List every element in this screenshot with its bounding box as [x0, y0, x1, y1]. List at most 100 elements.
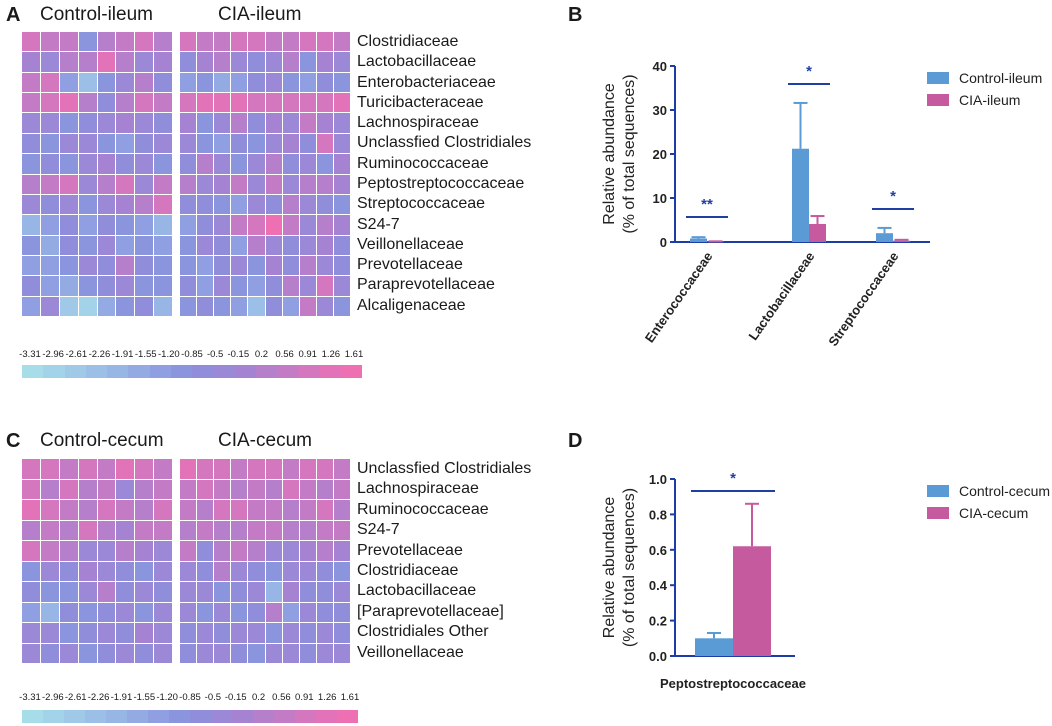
heatmap-cell	[265, 561, 282, 581]
heatmap-cell	[180, 541, 197, 561]
heatmap-cell	[154, 643, 172, 663]
heatmap-cell	[214, 296, 231, 316]
heatmap-cell	[231, 72, 248, 93]
heatmap-cell	[265, 235, 282, 255]
heatmap-cell	[197, 643, 214, 663]
significance-marker: *	[730, 470, 736, 487]
heatmap-cell	[22, 479, 40, 499]
y-tick-label: 0.6	[649, 543, 667, 558]
significance-marker: **	[701, 196, 713, 213]
heatmap-cell	[231, 459, 248, 479]
panel-c-colorbar	[22, 710, 358, 723]
heatmap-cell	[265, 520, 282, 540]
heatmap-cell	[116, 255, 135, 276]
heatmap-cell	[22, 52, 40, 72]
heatmap-row-label: Lachnospiraceae	[357, 114, 479, 132]
heatmap-cell	[154, 174, 172, 194]
panel-c-control-title: Control-cecum	[40, 430, 164, 451]
heatmap-cell	[333, 479, 350, 499]
heatmap-cell	[316, 602, 333, 622]
heatmap-cell	[282, 296, 299, 316]
heatmap-cell	[97, 520, 116, 540]
heatmap-cell	[197, 32, 214, 52]
heatmap-cell	[78, 623, 97, 643]
bar-control-ileum	[690, 238, 707, 242]
heatmap-cell	[282, 541, 299, 561]
heatmap-cell	[59, 32, 78, 52]
heatmap-cell	[282, 154, 299, 174]
heatmap-cell	[180, 154, 197, 174]
heatmap-cell	[154, 32, 172, 52]
heatmap-cell	[316, 582, 333, 602]
panel-a-control-heatmap	[22, 32, 172, 316]
heatmap-cell	[248, 32, 265, 52]
heatmap-cell	[78, 561, 97, 581]
heatmap-cell	[154, 520, 172, 540]
heatmap-cell	[40, 623, 59, 643]
heatmap-cell	[78, 235, 97, 255]
heatmap-cell	[154, 52, 172, 72]
heatmap-cell	[78, 255, 97, 276]
heatmap-cell	[135, 561, 154, 581]
colorbar-swatch	[253, 710, 274, 723]
heatmap-row-label: Ruminococcaceae	[357, 154, 489, 172]
heatmap-cell	[116, 93, 135, 113]
panel-c-control-heatmap	[22, 459, 172, 663]
heatmap-cell	[231, 500, 248, 520]
heatmap-cell	[78, 602, 97, 622]
heatmap-cell	[40, 541, 59, 561]
heatmap-cell	[265, 72, 282, 93]
heatmap-cell	[154, 561, 172, 581]
heatmap-cell	[316, 93, 333, 113]
heatmap-cell	[333, 174, 350, 194]
heatmap-cell	[97, 52, 116, 72]
heatmap-cell	[265, 194, 282, 215]
heatmap-cell	[154, 479, 172, 499]
heatmap-cell	[135, 154, 154, 174]
heatmap-cell	[78, 500, 97, 520]
heatmap-cell	[154, 255, 172, 276]
bar-cia-cecum	[733, 546, 771, 656]
heatmap-cell	[116, 194, 135, 215]
heatmap-cell	[22, 215, 40, 235]
heatmap-cell	[299, 235, 316, 255]
heatmap-cell	[316, 520, 333, 540]
colorbar-tick-label: -2.96	[42, 349, 64, 360]
x-category-label: Streptococcaceae	[825, 249, 901, 349]
heatmap-cell	[97, 459, 116, 479]
heatmap-cell	[135, 582, 154, 602]
heatmap-cell	[265, 276, 282, 296]
colorbar-swatch	[64, 365, 86, 378]
heatmap-cell	[180, 255, 197, 276]
colorbar-tick-label: -0.85	[181, 349, 203, 360]
heatmap-cell	[282, 52, 299, 72]
heatmap-cell	[59, 520, 78, 540]
x-category-label: Peptostreptococcaceae	[660, 676, 806, 691]
heatmap-cell	[78, 215, 97, 235]
colorbar-swatch	[85, 365, 107, 378]
heatmap-cell	[299, 541, 316, 561]
heatmap-cell	[248, 52, 265, 72]
heatmap-cell	[231, 582, 248, 602]
y-tick-label: 0.0	[649, 649, 667, 664]
heatmap-cell	[197, 174, 214, 194]
heatmap-cell	[214, 479, 231, 499]
colorbar-swatch	[107, 365, 129, 378]
heatmap-cell	[40, 602, 59, 622]
heatmap-cell	[116, 479, 135, 499]
panel-d-letter: D	[568, 430, 583, 452]
heatmap-cell	[180, 52, 197, 72]
heatmap-cell	[180, 520, 197, 540]
heatmap-cell	[97, 479, 116, 499]
heatmap-cell	[333, 623, 350, 643]
heatmap-cell	[248, 174, 265, 194]
heatmap-cell	[197, 255, 214, 276]
heatmap-cell	[299, 255, 316, 276]
y-tick-label: 40	[653, 59, 667, 74]
heatmap-cell	[22, 113, 40, 133]
heatmap-cell	[116, 215, 135, 235]
y-axis-title: Relative abundance	[601, 83, 618, 225]
colorbar-swatch	[255, 365, 277, 378]
heatmap-cell	[282, 582, 299, 602]
heatmap-cell	[333, 93, 350, 113]
